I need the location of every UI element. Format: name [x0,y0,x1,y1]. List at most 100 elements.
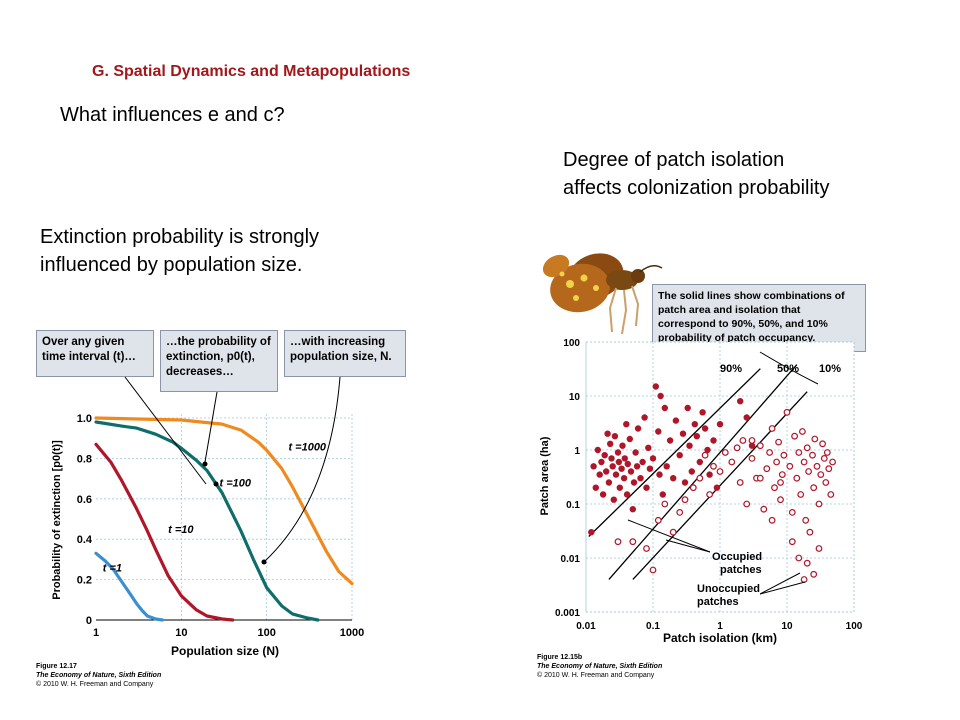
right-xtick-1: 0.1 [646,621,660,632]
occupied-point-7 [601,452,608,459]
occupied-point-62 [704,446,711,454]
occupied-point-65 [713,484,721,491]
unoccupied-point-20 [743,500,751,508]
unoccupied-point-29 [773,458,780,466]
legend-occupied-line2: patches [720,564,762,576]
leader-dot-probability [202,461,208,467]
occupied-point-39 [646,465,654,472]
isolation-caption-line2: affects colonization probability [563,177,830,199]
right-ytick-4: 10 [569,392,581,403]
occupied-point-47 [663,463,670,470]
occupied-point-40 [649,455,657,462]
unoccupied-point-16 [728,458,736,466]
occupied-point-67 [737,398,744,405]
isocline-label-2: 10% [819,363,841,375]
unoccupied-point-39 [795,449,803,456]
leader-occupied-1 [627,519,711,553]
occupied-point-3 [594,446,601,454]
left-figure-copyright: © 2010 W. H. Freeman and Company [36,681,154,688]
unoccupied-point-0 [614,538,622,546]
unoccupied-point-15 [721,449,729,456]
occupied-point-51 [676,452,683,459]
left-series-label-3: t =1000 [288,441,326,453]
left-ytick-4: 0.8 [77,453,92,465]
occupied-point-36 [641,414,648,421]
occupied-point-23 [621,455,628,462]
right-figure-copyright: © 2010 W. H. Freeman and Company [537,672,655,679]
right-figure-book: The Economy of Nature, Sixth Edition [537,663,663,670]
occupied-point-43 [656,471,663,478]
left-figure-number: Figure 12.17 [36,663,77,670]
unoccupied-point-18 [736,479,744,486]
occupied-point-32 [633,463,641,470]
unoccupied-point-7 [676,509,684,516]
unoccupied-point-35 [786,462,794,470]
unoccupied-point-3 [649,566,657,574]
occupied-point-14 [610,496,617,503]
leader-unoccupied-1 [759,572,801,595]
left-series-label-2: t =100 [219,478,251,490]
unoccupied-point-6 [669,528,677,536]
unoccupied-point-28 [771,484,778,492]
left-callout-leaders [124,376,341,565]
occupied-point-5 [598,458,605,466]
unoccupied-point-63 [810,570,818,578]
left-series-line-2 [94,420,320,622]
leader-population-size [263,376,341,563]
right-xtick-0: 0.01 [576,621,596,632]
unoccupied-point-69 [748,437,756,444]
isocline-2 [632,391,808,580]
occupied-point-54 [684,404,691,412]
occupied-point-27 [626,435,633,443]
occupied-point-58 [693,433,700,440]
left-series-line-1 [94,442,235,622]
callout-occupancy-lines: The solid lines show combinations of pat… [652,284,866,352]
leader-dot-time-interval [213,481,219,487]
unoccupied-point-62 [803,559,811,567]
occupied-point-15 [611,433,619,440]
unoccupied-point-64 [800,576,808,583]
unoccupied-point-44 [803,444,811,452]
leader-occupancy-lines [759,351,819,385]
occupied-point-2 [592,484,599,491]
right-chart-ticks: 0.001 0.01 0.1 1 10 100 0.01 0.1 1 10 100 [555,338,863,632]
occupied-point-45 [659,491,666,498]
unoccupied-point-4 [654,516,662,524]
leader-dot-population-size [261,559,267,565]
unoccupied-point-53 [819,440,826,448]
occupied-point-10 [605,479,613,486]
isolation-caption-line1: Degree of patch isolation [563,149,785,171]
right-ytick-0: 0.001 [555,608,580,619]
unoccupied-point-8 [681,496,689,504]
left-series-line-3 [94,416,354,586]
unoccupied-point-48 [810,484,818,492]
unoccupied-point-25 [763,465,771,473]
left-y-axis-label: Probability of extinction [p0(t)] [51,440,63,600]
unoccupied-point-45 [805,468,812,475]
unoccupied-point-67 [768,516,776,524]
extinction-caption-line1: Extinction probability is strongly [40,226,320,248]
occupied-point-49 [670,475,677,482]
question-text: What influences e and c? [60,104,285,126]
unoccupied-point-68 [756,474,764,482]
right-x-axis-label: Patch isolation (km) [663,631,777,645]
occupied-point-57 [691,421,698,428]
occupied-point-11 [607,440,614,447]
occupied-point-13 [609,463,616,470]
right-callout-leaders [627,351,819,595]
unoccupied-point-56 [823,449,831,456]
occupied-point-44 [657,392,664,400]
unoccupied-point-10 [696,474,704,482]
occupied-point-33 [634,425,642,432]
occupied-point-69 [748,442,756,449]
unoccupied-point-17 [733,444,741,452]
left-figure-credit: Figure 12.17 The Economy of Nature, Sixt… [36,662,161,689]
isocline-1 [608,364,798,580]
extinction-caption: Extinction probability is strongly influ… [40,223,319,279]
unoccupied-point-36 [788,509,796,516]
unoccupied-point-43 [802,516,810,524]
occupied-point-17 [614,449,622,456]
occupied-point-52 [679,430,687,437]
